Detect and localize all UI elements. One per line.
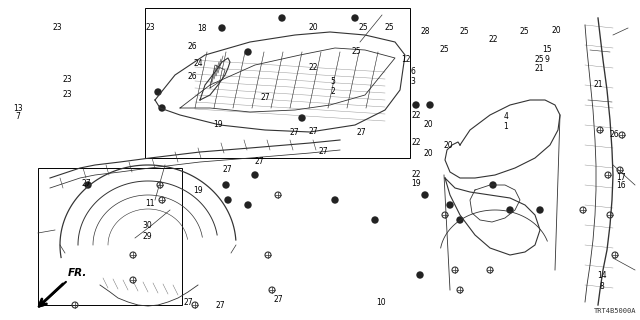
Text: 27: 27 bbox=[216, 301, 226, 310]
Text: 23: 23 bbox=[52, 23, 63, 32]
Text: 25: 25 bbox=[520, 28, 530, 36]
Circle shape bbox=[252, 172, 258, 178]
Text: 16: 16 bbox=[616, 181, 626, 190]
Text: 20: 20 bbox=[424, 149, 434, 158]
Circle shape bbox=[417, 272, 423, 278]
Text: 14: 14 bbox=[596, 271, 607, 280]
Text: 20: 20 bbox=[552, 26, 562, 35]
Text: 27: 27 bbox=[222, 165, 232, 174]
Circle shape bbox=[279, 15, 285, 21]
Circle shape bbox=[447, 202, 453, 208]
Text: 23: 23 bbox=[62, 76, 72, 84]
Text: 5: 5 bbox=[330, 77, 335, 86]
Circle shape bbox=[219, 25, 225, 31]
Text: 19: 19 bbox=[411, 180, 421, 188]
Circle shape bbox=[159, 105, 165, 111]
Text: 27: 27 bbox=[318, 148, 328, 156]
Text: 26: 26 bbox=[187, 72, 197, 81]
Circle shape bbox=[223, 182, 229, 188]
Text: 3: 3 bbox=[410, 77, 415, 86]
Circle shape bbox=[85, 182, 91, 188]
Text: 30: 30 bbox=[142, 221, 152, 230]
Text: 22: 22 bbox=[488, 36, 497, 44]
Text: 6: 6 bbox=[410, 68, 415, 76]
Text: 26: 26 bbox=[609, 130, 620, 139]
Circle shape bbox=[299, 115, 305, 121]
Text: TRT4B5000A: TRT4B5000A bbox=[593, 308, 636, 314]
Text: 21: 21 bbox=[594, 80, 603, 89]
Text: 25: 25 bbox=[384, 23, 394, 32]
Text: 11: 11 bbox=[146, 199, 155, 208]
Text: 27: 27 bbox=[81, 180, 92, 188]
Text: 23: 23 bbox=[145, 23, 156, 32]
Text: 26: 26 bbox=[187, 42, 197, 51]
Bar bbox=[145, 8, 410, 158]
Text: 18: 18 bbox=[197, 24, 206, 33]
Circle shape bbox=[427, 102, 433, 108]
Text: 27: 27 bbox=[273, 295, 284, 304]
Text: 12: 12 bbox=[402, 55, 411, 64]
Circle shape bbox=[457, 217, 463, 223]
Circle shape bbox=[225, 197, 231, 203]
Text: 27: 27 bbox=[308, 127, 319, 136]
Bar bbox=[38, 168, 182, 305]
Text: 22: 22 bbox=[412, 170, 420, 179]
Circle shape bbox=[490, 182, 496, 188]
Text: 17: 17 bbox=[616, 173, 626, 182]
Text: 25: 25 bbox=[351, 47, 362, 56]
Text: 23: 23 bbox=[62, 90, 72, 99]
Circle shape bbox=[245, 49, 251, 55]
Text: 20: 20 bbox=[424, 120, 434, 129]
Text: 21: 21 bbox=[535, 64, 544, 73]
Text: 20: 20 bbox=[443, 141, 453, 150]
Text: 9: 9 bbox=[545, 55, 550, 64]
Text: 1: 1 bbox=[503, 122, 508, 131]
Text: 13: 13 bbox=[13, 104, 23, 113]
Circle shape bbox=[372, 217, 378, 223]
Text: 27: 27 bbox=[184, 298, 194, 307]
Circle shape bbox=[352, 15, 358, 21]
Text: 25: 25 bbox=[534, 55, 545, 64]
Text: 2: 2 bbox=[330, 87, 335, 96]
Text: 10: 10 bbox=[376, 298, 386, 307]
Text: 25: 25 bbox=[358, 23, 369, 32]
Text: 22: 22 bbox=[412, 111, 420, 120]
Circle shape bbox=[413, 102, 419, 108]
Text: 7: 7 bbox=[15, 112, 20, 121]
Text: 28: 28 bbox=[421, 28, 430, 36]
Circle shape bbox=[537, 207, 543, 213]
Circle shape bbox=[245, 202, 251, 208]
Circle shape bbox=[332, 197, 338, 203]
Text: 25: 25 bbox=[440, 45, 450, 54]
Text: 4: 4 bbox=[503, 112, 508, 121]
Text: 15: 15 bbox=[542, 45, 552, 54]
Text: 27: 27 bbox=[254, 157, 264, 166]
Text: 27: 27 bbox=[289, 128, 300, 137]
Text: 29: 29 bbox=[142, 232, 152, 241]
Text: 22: 22 bbox=[412, 138, 420, 147]
Text: 22: 22 bbox=[309, 63, 318, 72]
Text: FR.: FR. bbox=[68, 268, 88, 278]
Text: 27: 27 bbox=[356, 128, 367, 137]
Text: 24: 24 bbox=[193, 60, 204, 68]
Circle shape bbox=[422, 192, 428, 198]
Text: 19: 19 bbox=[193, 186, 204, 195]
Text: 27: 27 bbox=[260, 93, 271, 102]
Circle shape bbox=[155, 89, 161, 95]
Text: 20: 20 bbox=[308, 23, 319, 32]
Text: 19: 19 bbox=[212, 120, 223, 129]
Text: 25: 25 bbox=[459, 28, 469, 36]
Circle shape bbox=[507, 207, 513, 213]
Text: 8: 8 bbox=[599, 282, 604, 291]
